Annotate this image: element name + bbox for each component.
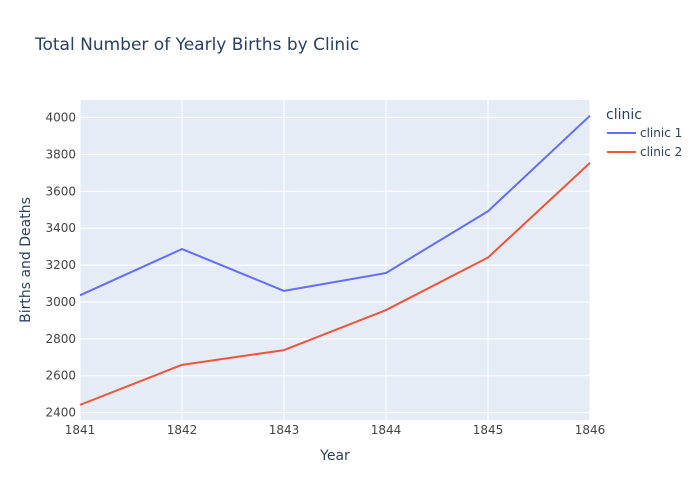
x-tick-label: 1846 — [575, 423, 606, 437]
x-tick-label: 1845 — [473, 423, 504, 437]
tick-layer: 2400 2600 2800 3000 3200 3400 3600 3800 4000 1841… — [45, 111, 605, 437]
chart-title: Total Number of Yearly Births by Clinic — [34, 35, 359, 55]
y-tick-label: 3400 — [45, 221, 76, 235]
x-tick-label: 1844 — [371, 423, 402, 437]
grid-layer — [79, 100, 591, 420]
y-tick-label: 2800 — [45, 332, 76, 346]
series-layer — [79, 114, 591, 406]
x-tick-label: 1842 — [167, 423, 198, 437]
legend-title: clinic — [606, 107, 642, 123]
legend: clinic clinic 1 clinic 2 — [606, 107, 682, 159]
y-tick-label: 4000 — [45, 111, 76, 125]
series-line — [79, 114, 591, 297]
series-line — [79, 162, 591, 406]
x-axis-label: Year — [319, 448, 350, 464]
y-tick-label: 3600 — [45, 184, 76, 198]
y-tick-label: 3200 — [45, 258, 76, 272]
y-tick-label: 3800 — [45, 147, 76, 161]
y-axis-label: Births and Deaths — [18, 197, 34, 323]
y-tick-label: 2600 — [45, 369, 76, 383]
x-tick-label: 1843 — [269, 423, 300, 437]
legend-label: clinic 2 — [640, 145, 682, 159]
plot-area — [80, 100, 590, 420]
legend-items: clinic 1 clinic 2 — [607, 126, 682, 159]
y-tick-label: 3000 — [45, 295, 76, 309]
legend-label: clinic 1 — [640, 126, 682, 140]
y-tick-label: 2400 — [45, 406, 76, 420]
x-tick-label: 1841 — [65, 423, 96, 437]
